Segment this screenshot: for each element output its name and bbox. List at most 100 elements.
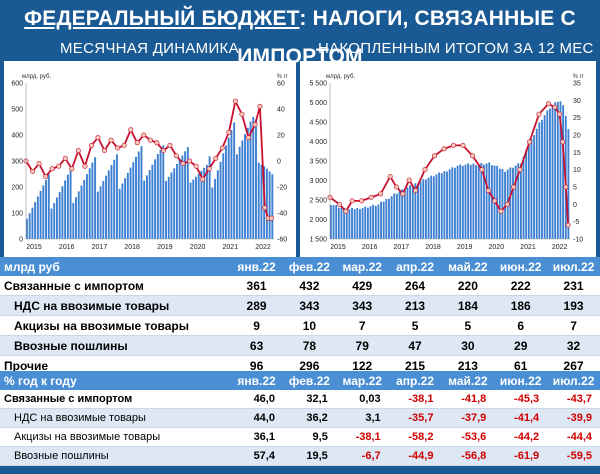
table-cell: 47: [388, 335, 442, 356]
line-marker: [498, 208, 504, 214]
bar: [388, 198, 390, 239]
bar: [567, 129, 570, 239]
table-cell: 29: [494, 335, 548, 356]
bar: [543, 115, 546, 239]
line-marker: [30, 168, 36, 174]
line-marker: [128, 127, 134, 133]
bar: [173, 168, 176, 239]
y2-axis-label: % гг: [277, 74, 289, 80]
x-tick-label: 2022: [552, 244, 568, 251]
line-marker: [69, 166, 75, 172]
table-cell: 9: [230, 315, 283, 336]
bar: [99, 186, 102, 239]
y2-tick-label: -40: [277, 211, 287, 218]
bar: [167, 176, 170, 239]
line-marker: [88, 142, 94, 148]
line-marker: [213, 155, 219, 161]
table-cell: 343: [282, 295, 336, 316]
bar: [156, 153, 159, 239]
bar: [113, 159, 116, 239]
line-marker: [193, 163, 199, 169]
row-label: Связанные с импортом: [0, 276, 231, 296]
line-marker: [75, 148, 81, 154]
line-marker: [511, 184, 517, 190]
bar: [195, 176, 197, 239]
line-marker: [56, 163, 62, 169]
table-row: Связанные с импортом 46,0 32,1 0,03 -38,1 -41…: [0, 390, 600, 409]
header-month: июн.22: [494, 257, 548, 276]
bar: [488, 162, 491, 239]
y-tick-label: 4 000: [309, 139, 327, 146]
line-marker: [469, 153, 475, 159]
bar: [53, 203, 56, 239]
bar: [39, 190, 42, 239]
yoy-line: [25, 98, 272, 220]
line-marker: [167, 142, 173, 148]
bar: [162, 145, 165, 239]
bar: [424, 179, 427, 239]
row-label: Связанные с импортом: [0, 390, 231, 409]
line-marker: [406, 177, 412, 183]
bar: [512, 167, 514, 239]
bar: [110, 165, 113, 239]
bar: [47, 174, 50, 239]
row-label: НДС на ввозимые товары: [0, 295, 231, 316]
bar: [485, 163, 488, 239]
line-marker: [557, 111, 563, 117]
line-marker: [226, 129, 232, 135]
table-cell: -43,7: [547, 390, 600, 409]
bar: [509, 167, 512, 239]
bar: [554, 102, 557, 239]
line-marker: [422, 167, 428, 173]
bar: [427, 177, 430, 239]
header-month: июл.22: [547, 371, 600, 390]
line-marker: [141, 132, 147, 138]
bar: [559, 101, 562, 239]
bar: [126, 172, 129, 239]
y2-tick-label: 30: [573, 98, 581, 105]
x-tick-label: 2016: [362, 244, 378, 251]
table-cell: 5: [388, 315, 442, 336]
header-month: мар.22: [335, 257, 389, 276]
bar: [197, 173, 200, 239]
bar: [170, 172, 173, 239]
bar: [417, 183, 419, 239]
line-marker: [268, 215, 274, 221]
y2-tick-label: 10: [573, 167, 581, 174]
bar: [345, 210, 348, 239]
bar: [366, 207, 369, 239]
table-monthly-values: млрд руб янв.22 фев.22 мар.22 апр.22 май.22 ию…: [0, 257, 600, 376]
bar: [189, 182, 192, 239]
y2-tick-label: 20: [277, 133, 285, 140]
bar: [393, 193, 396, 239]
header-label: млрд руб: [0, 257, 231, 276]
bar: [448, 169, 451, 239]
bar: [330, 205, 332, 239]
bar: [265, 168, 268, 239]
header-month: фев.22: [282, 257, 336, 276]
table-cell: -6,7: [335, 446, 389, 466]
bar: [230, 130, 233, 239]
line-marker: [526, 139, 532, 145]
bar: [409, 185, 412, 239]
table-cell: 264: [388, 276, 442, 296]
line-marker: [187, 158, 193, 164]
bar: [88, 168, 91, 239]
bar: [178, 159, 181, 239]
bar: [214, 178, 217, 239]
bar: [422, 179, 425, 239]
bar: [246, 127, 249, 239]
bar: [343, 207, 346, 239]
line-marker: [368, 194, 374, 200]
bar: [496, 165, 499, 239]
row-label: Прочие: [0, 355, 231, 376]
table-cell: 5: [441, 315, 495, 336]
bar: [107, 170, 110, 239]
bar: [414, 183, 417, 239]
line-marker: [441, 146, 447, 152]
table-cell: 213: [388, 295, 442, 316]
subtitle-cumulative: НАКОПЛЕННЫМ ИТОГОМ ЗА 12 МЕС: [318, 40, 594, 57]
table-cell: 10: [282, 315, 336, 336]
line-marker: [460, 142, 466, 148]
table-row: Ввозные пошлины 57,4 19,5 -6,7 -44,9 -56,8 -61…: [0, 446, 600, 466]
